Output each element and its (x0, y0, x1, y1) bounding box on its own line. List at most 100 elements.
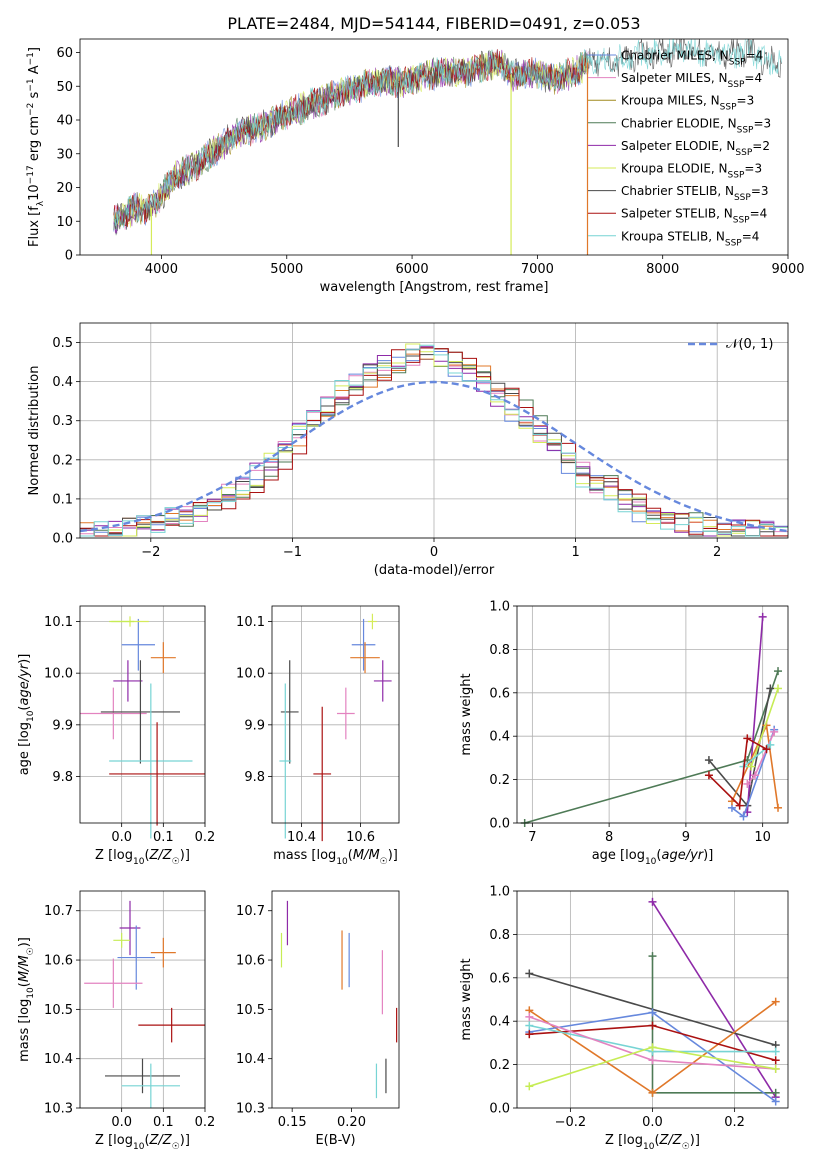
age_vs_z-axes: 0.0 0.1 0.2 9.8 9.9 10.0 10.1 (44, 606, 215, 845)
x-tick-label: 0.1 (153, 830, 174, 845)
y-tick-label: 0.1 (52, 492, 73, 507)
axes-frame (79, 605, 206, 824)
y-tick-label: 10.3 (236, 1102, 265, 1117)
weight-series (651, 956, 776, 1094)
y-tick-label: 0.4 (489, 730, 510, 745)
axes-frame (79, 38, 789, 256)
weight-marker (525, 1082, 534, 1091)
y-tick-label: 0.4 (52, 375, 73, 390)
y-tick-label: 10.5 (236, 1003, 265, 1018)
x-axis-label: E(B-V) (315, 1133, 355, 1148)
y-tick-label: 10.7 (236, 904, 265, 919)
errorbar-point (121, 1063, 180, 1108)
weight-marker (648, 1008, 657, 1017)
y-tick-label: 30 (56, 147, 73, 162)
spectrum-axes: 4000 5000 6000 7000 8000 9000 0 10 20 30 40 50 60 (56, 46, 804, 277)
x-tick-label: 0.0 (111, 1115, 132, 1130)
figure-title: PLATE=2484, MJD=54144, FIBERID=0491, z=0… (227, 14, 640, 33)
x-axis-label: mass [log10(M/M☉)] (273, 848, 398, 867)
y-tick-label: 10.4 (44, 1052, 73, 1067)
weight-marker (771, 1097, 780, 1106)
axes-frame (79, 322, 789, 539)
weight-marker (771, 1047, 780, 1056)
x-tick-label: 7000 (521, 262, 554, 277)
x-tick-label: 0.20 (337, 1115, 366, 1130)
y-tick-label: 0.0 (489, 1102, 510, 1117)
weight-marker (648, 897, 657, 906)
y-tick-label: 60 (56, 46, 73, 61)
weight-marker (774, 684, 783, 693)
weight-marker (648, 952, 657, 961)
y-tick-label: 9.9 (244, 718, 265, 733)
weight-marker (762, 745, 771, 754)
x-axis-label: (data-model)/error (374, 563, 495, 578)
x-axis-label: Z [log10(Z/Z☉)] (95, 1133, 190, 1152)
legend-entry: Chabrier ELODIE, NSSP=3 (621, 116, 771, 135)
weight-marker (739, 812, 748, 821)
x-tick-label: 8 (605, 830, 613, 845)
errorbar-point (336, 687, 355, 740)
weight-marker (766, 740, 775, 749)
errorbar-point (121, 618, 155, 671)
errorbar-point (280, 660, 299, 764)
legend-entry: Chabrier MILES, NSSP=4 (621, 49, 763, 68)
y-tick-label: 10.7 (44, 904, 73, 919)
errorbar-point (109, 683, 193, 839)
errorbar-point (350, 642, 380, 674)
weight-marker (774, 667, 783, 676)
y-tick-label: 1.0 (489, 885, 510, 900)
y-tick-label: 0.6 (489, 971, 510, 986)
x-tick-label: 1 (571, 545, 579, 560)
y-axis-label: Normed distribution (27, 366, 42, 496)
axes-frame (516, 605, 789, 824)
legend-entry: Salpeter STELIB, NSSP=4 (621, 207, 767, 226)
x-tick-label: −0.2 (555, 1115, 587, 1130)
y-tick-label: 0 (65, 249, 73, 264)
weight-marker (770, 727, 779, 736)
x-tick-label: 10.6 (346, 830, 375, 845)
mass_vs_ebv-axes: 0.15 0.20 10.3 10.4 10.5 10.6 10.7 (236, 904, 366, 1130)
weight-series (708, 737, 767, 808)
weight-marker (525, 969, 534, 978)
weight-marker (771, 1088, 780, 1097)
weight-marker (743, 734, 752, 743)
weight-marker (525, 1021, 534, 1030)
y-tick-label: 0.5 (52, 336, 73, 351)
legend-entry: Salpeter MILES, NSSP=4 (621, 71, 762, 90)
age_vs_mass-axes: 10.4 10.6 9.8 9.9 10.0 10.1 (236, 606, 399, 845)
x-axis-label: wavelength [Angstrom, rest frame] (320, 280, 549, 295)
x-axis-label: Z [log10(Z/Z☉)] (95, 848, 190, 867)
weight-marker (774, 803, 783, 812)
weight-marker (747, 762, 756, 771)
errorbar-point (373, 660, 392, 702)
y-tick-label: 0.4 (489, 1015, 510, 1030)
y-tick-label: 0.8 (489, 643, 510, 658)
x-tick-label: 0.2 (195, 1115, 216, 1130)
x-tick-label: 9 (682, 830, 690, 845)
y-tick-label: 0.0 (52, 532, 73, 547)
weight-marker (704, 756, 713, 765)
x-tick-label: 2 (713, 545, 721, 560)
axes-frame (271, 605, 400, 824)
legend-entry: Chabrier STELIB, NSSP=3 (621, 184, 769, 203)
weight-marker (758, 612, 767, 621)
y-tick-label: 10.4 (236, 1052, 265, 1067)
y-tick-label: 50 (56, 80, 73, 95)
errorbar-point (113, 660, 143, 702)
weight-marker (525, 1012, 534, 1021)
errorbar-point (84, 958, 143, 1008)
y-tick-label: 10.0 (236, 667, 265, 682)
x-tick-label: 4000 (145, 262, 178, 277)
y-tick-label: 9.8 (244, 770, 265, 785)
weight-marker (750, 771, 759, 780)
errorbar-point (367, 613, 377, 630)
errorbar-point (150, 937, 176, 968)
weight-marker (771, 997, 780, 1006)
weight-marker (648, 1021, 657, 1030)
y-tick-label: 10.6 (44, 954, 73, 969)
y-tick-label: 0.8 (489, 928, 510, 943)
x-tick-label: 10 (754, 830, 771, 845)
legend-entry: 𝒩(0, 1) (726, 337, 773, 352)
x-tick-label: 0.0 (642, 1115, 663, 1130)
